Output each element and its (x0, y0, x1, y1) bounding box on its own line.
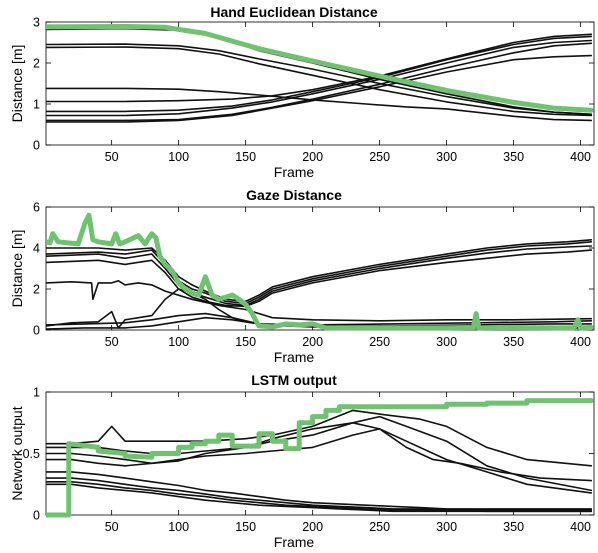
x-tick-label: 150 (235, 520, 256, 534)
series-line-5 (46, 87, 593, 122)
series-line-3 (46, 43, 593, 116)
x-tick-label: 350 (503, 335, 524, 349)
x-tick-label: 200 (302, 335, 323, 349)
y-tick-label: 0 (33, 139, 40, 153)
axes-frame (45, 391, 595, 516)
x-tick-label: 150 (235, 335, 256, 349)
series-line-8 (46, 39, 593, 117)
y-axis-label: Network output (9, 406, 25, 500)
series-line-6 (46, 279, 593, 322)
chart-title: Gaze Distance (246, 187, 342, 203)
series-line-10 (46, 54, 593, 123)
x-tick-label: 100 (168, 520, 189, 534)
highlighted-series-line (46, 212, 594, 331)
y-axis-label: Distance [m] (9, 230, 25, 308)
series-line-7 (46, 35, 593, 113)
y-tick-label: 2 (33, 57, 40, 71)
series-line-4 (46, 239, 593, 303)
y-tick-label: 1 (33, 386, 40, 400)
chart-panel-1: Hand Euclidean Distance 50 100 150 200 250 300… (9, 4, 595, 180)
series-line-6 (46, 471, 593, 510)
chart-title: Hand Euclidean Distance (210, 4, 377, 20)
y-tick-label: 1 (33, 98, 40, 112)
y-tick-label: 3 (33, 16, 40, 30)
x-tick-label: 250 (369, 335, 390, 349)
x-tick-label: 150 (235, 150, 256, 164)
x-tick-label: 50 (105, 150, 119, 164)
x-tick-label: 400 (570, 520, 591, 534)
series-line-4 (46, 46, 593, 117)
x-tick-label: 400 (570, 150, 591, 164)
axes-frame (45, 206, 595, 331)
x-tick-label: 350 (503, 150, 524, 164)
highlighted-series-line (46, 24, 594, 113)
y-tick-label: 2 (33, 283, 40, 297)
chart-title: LSTM output (251, 372, 337, 388)
x-tick-label: 350 (503, 520, 524, 534)
y-tick-label: 0.5 (23, 447, 40, 461)
series-line-9 (46, 42, 593, 122)
x-tick-label: 200 (302, 520, 323, 534)
x-tick-label: 200 (302, 150, 323, 164)
y-tick-label: 0 (33, 324, 40, 338)
series-line-5 (46, 428, 593, 494)
x-tick-label: 250 (369, 520, 390, 534)
highlighted-series-line (46, 398, 594, 518)
x-tick-label: 100 (168, 150, 189, 164)
x-tick-label: 100 (168, 335, 189, 349)
x-tick-label: 50 (105, 520, 119, 534)
chart-panel-3: LSTM output 50 100 150 200 250 300 350 400 0 0.5 1 F… (9, 372, 595, 550)
x-axis-label: Frame (274, 349, 315, 365)
series-line-7 (46, 477, 593, 511)
y-axis-label: Distance [m] (9, 45, 25, 123)
y-tick-label: 0 (33, 509, 40, 523)
x-tick-label: 50 (105, 335, 119, 349)
x-tick-label: 300 (436, 335, 457, 349)
x-tick-label: 400 (570, 335, 591, 349)
x-axis-label: Frame (274, 534, 315, 550)
y-tick-label: 6 (33, 201, 40, 215)
x-axis-label: Frame (274, 164, 315, 180)
series-line-6 (46, 33, 593, 103)
x-tick-label: 300 (436, 150, 457, 164)
series-line-3 (46, 421, 593, 482)
chart-panel-2: Gaze Distance 50 100 150 200 250 300 350 400 0 2 4 6… (9, 187, 595, 365)
series-line-8 (46, 480, 593, 513)
x-tick-label: 300 (436, 520, 457, 534)
y-tick-label: 4 (33, 242, 40, 256)
series-line-9 (46, 483, 593, 513)
x-tick-label: 250 (369, 150, 390, 164)
axes-frame (45, 21, 595, 146)
